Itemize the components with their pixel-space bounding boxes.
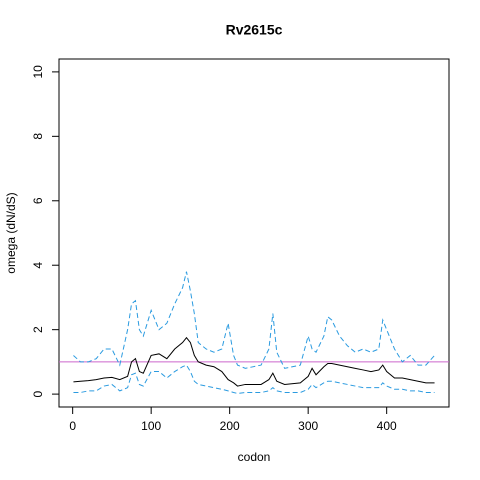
series-line: [73, 336, 435, 387]
x-tick-label: 0: [69, 419, 76, 433]
x-tick-label: 400: [377, 419, 397, 433]
y-tick-label: 4: [31, 262, 45, 269]
x-tick-label: 100: [141, 419, 161, 433]
x-tick-label: 200: [220, 419, 240, 433]
chart-title: Rv2615c: [226, 22, 283, 38]
x-tick-label: 300: [298, 419, 318, 433]
y-tick-label: 6: [31, 197, 45, 204]
series-line: [73, 271, 435, 369]
plot-frame: [58, 58, 450, 408]
series-line: [73, 364, 435, 394]
y-axis-label: omega (dN/dS): [4, 192, 18, 273]
y-tick-label: 10: [31, 65, 45, 79]
y-tick-label: 2: [31, 326, 45, 333]
y-tick-label: 8: [31, 133, 45, 140]
y-tick-label: 0: [31, 390, 45, 397]
x-axis-label: codon: [238, 450, 271, 464]
